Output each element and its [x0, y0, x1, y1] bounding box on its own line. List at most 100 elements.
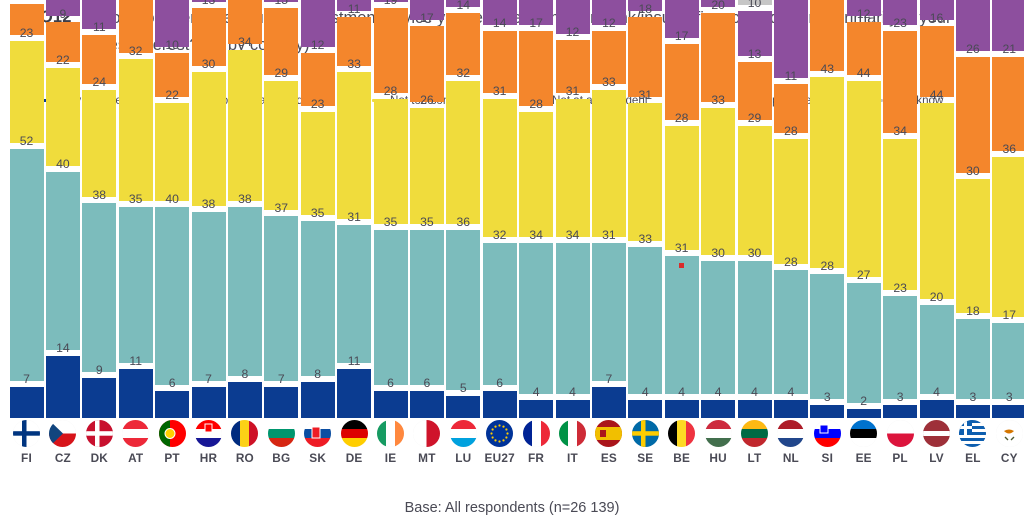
bar-segment: 6	[155, 376, 190, 418]
country-code-label: LU	[455, 451, 472, 465]
bar-segment: 7	[846, 0, 881, 16]
bar-column: 8121728314	[664, 0, 699, 418]
bar-segment: 32	[482, 228, 517, 386]
bar-value-label: 6	[496, 376, 504, 391]
bar-value-label: 7	[277, 371, 285, 386]
bar-segment: 19	[773, 0, 808, 79]
bar-segment: 7	[191, 372, 226, 418]
bar-value-label: 30	[201, 57, 216, 72]
axis-tick-si: SI	[810, 420, 844, 465]
bar-segment: 11	[409, 0, 444, 21]
bar-value-label: 34	[893, 124, 907, 139]
bar-value-label: 7	[23, 371, 30, 386]
bar-segment: 30	[191, 57, 226, 206]
bar-value-label: 11	[129, 354, 143, 369]
bar-segment: 31	[555, 84, 590, 237]
bar-value-label: 38	[92, 187, 107, 202]
flag-icon-pl	[886, 420, 914, 447]
bar-segment: 4	[737, 385, 772, 418]
bar-column: 6111233317	[591, 0, 626, 418]
bar-value-label: 7	[605, 371, 613, 386]
bar-value-label: 4	[532, 385, 540, 400]
bar-segment: 33	[337, 57, 372, 220]
bar-segment: 14	[446, 0, 481, 76]
country-code-label: HR	[199, 451, 218, 465]
bar-segment: 31	[591, 228, 626, 381]
bar-segment: 5	[628, 0, 663, 12]
bar-value-label: 4	[569, 385, 576, 400]
bar-segment: 9	[82, 363, 117, 418]
bar-column: 771244272	[846, 0, 881, 418]
bar-column: 481529377	[264, 0, 299, 418]
bar-segment: 10	[337, 0, 372, 12]
country-code-label: LV	[929, 451, 944, 465]
flag-icon-at	[122, 420, 150, 447]
bar-segment: 12	[664, 0, 699, 39]
bar-column: 681432365	[446, 0, 481, 418]
bar-segment: 35	[118, 192, 153, 364]
bar-value-label: 32	[128, 43, 143, 58]
bar-value-label: 4	[787, 385, 795, 400]
bar-value-label: 23	[19, 26, 34, 41]
bar-value-label: 34	[238, 35, 252, 50]
bar-segment: 23	[883, 16, 918, 134]
bar-column: 641743283	[810, 0, 845, 418]
bar-column: 13101329304	[737, 0, 772, 418]
bar-segment: 3	[992, 390, 1024, 418]
bar-segment: 18	[628, 2, 663, 98]
bar-column: 482033304	[701, 0, 736, 418]
bar-segment: 6	[482, 376, 517, 418]
bar-segment: 16	[155, 0, 190, 47]
bar-column: 5111726356	[409, 0, 444, 418]
bar-segment: 12	[846, 7, 881, 76]
bar-segment: 11	[482, 0, 517, 25]
country-code-label: PL	[892, 451, 908, 465]
bar-segment: 17	[810, 0, 845, 71]
flag-icon-pt	[158, 420, 186, 447]
bar-column: 9142630183	[955, 0, 990, 418]
axis-tick-lu: LU	[446, 420, 480, 465]
bar-value-label: 15	[274, 0, 289, 8]
bar-segment: 7	[9, 372, 44, 418]
bar-segment: 2	[846, 394, 881, 418]
bar-segment: 19	[373, 0, 408, 93]
red-dot-marker-icon	[679, 263, 685, 269]
bar-value-label: 24	[92, 75, 107, 90]
country-code-label: ES	[600, 451, 617, 465]
axis-tick-eu27: EU27	[483, 420, 517, 465]
country-code-label: RO	[235, 451, 254, 465]
bar-segment: 11	[337, 354, 372, 418]
bar-segment: 14	[45, 341, 80, 418]
country-code-label: IE	[384, 451, 397, 465]
bar-value-label: 17	[529, 15, 543, 30]
bar-segment: 32	[118, 44, 153, 202]
bar-segment: 12	[555, 25, 590, 93]
bar-value-label: 44	[929, 88, 944, 103]
bar-value-label: 36	[1002, 141, 1017, 156]
bar-segment: 13	[118, 0, 153, 53]
bar-segment: 31	[337, 210, 372, 364]
bar-segment: 34	[227, 35, 262, 202]
country-code-label: DE	[345, 451, 363, 465]
country-code-label: EU27	[484, 451, 515, 465]
bar-value-label: 31	[638, 88, 653, 103]
flag-icon-lt	[741, 420, 768, 447]
bar-segment: 11	[337, 2, 372, 67]
bar-segment: 16	[919, 11, 954, 98]
bar-value-label: 38	[238, 192, 252, 207]
bar-segment: 35	[409, 215, 444, 386]
bar-segment: 38	[82, 188, 117, 372]
bar-value-label: 14	[456, 0, 471, 12]
axis-tick-be: BE	[665, 420, 699, 465]
bar-value-label: 35	[420, 214, 434, 229]
axis-tick-cz: CZ	[46, 420, 80, 465]
bar-value-label: 5	[459, 380, 467, 395]
bar-column: 51011333111	[337, 0, 372, 418]
bar-value-label: 23	[893, 15, 907, 30]
flag-icon-cy	[995, 420, 1023, 447]
axis-tick-mt: MT	[410, 420, 444, 465]
bar-value-label: 18	[966, 303, 980, 318]
bar-value-label: 12	[602, 15, 616, 30]
axis-tick-at: AT	[119, 420, 153, 465]
